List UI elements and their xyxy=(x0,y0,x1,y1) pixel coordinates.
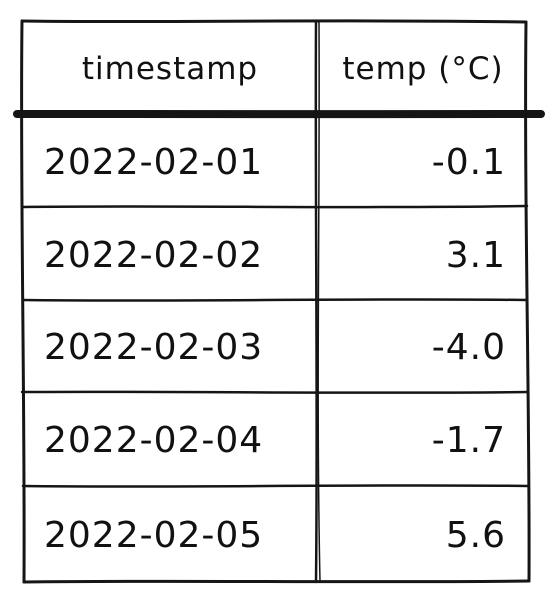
cell-temp-row-5: 5.6 xyxy=(445,514,506,556)
row-separator-2 xyxy=(21,298,529,302)
cell-timestamp-row-1: 2022-02-01 xyxy=(44,141,264,183)
table-border-bottom xyxy=(22,579,531,584)
header-temp: temp (°C) xyxy=(342,51,504,87)
cell-temp-row-3: -4.0 xyxy=(431,326,506,368)
row-separator-4 xyxy=(21,484,530,488)
cell-timestamp-row-5: 2022-02-05 xyxy=(44,514,264,556)
cell-timestamp-row-4: 2022-02-04 xyxy=(44,419,264,461)
cell-temp-row-2: 3.1 xyxy=(445,234,506,276)
header-timestamp: timestamp xyxy=(81,51,259,87)
cell-temp-row-1: -0.1 xyxy=(431,141,506,183)
table-border-left xyxy=(20,19,26,584)
cell-timestamp-row-3: 2022-02-03 xyxy=(44,326,264,368)
row-separator-3 xyxy=(20,390,530,394)
cell-temp-row-4: -1.7 xyxy=(431,419,506,461)
row-separator-1 xyxy=(20,204,529,209)
table-border-top xyxy=(20,19,528,24)
header-separator xyxy=(13,109,545,119)
table-border-right xyxy=(524,20,531,583)
cell-timestamp-row-2: 2022-02-02 xyxy=(44,234,264,276)
